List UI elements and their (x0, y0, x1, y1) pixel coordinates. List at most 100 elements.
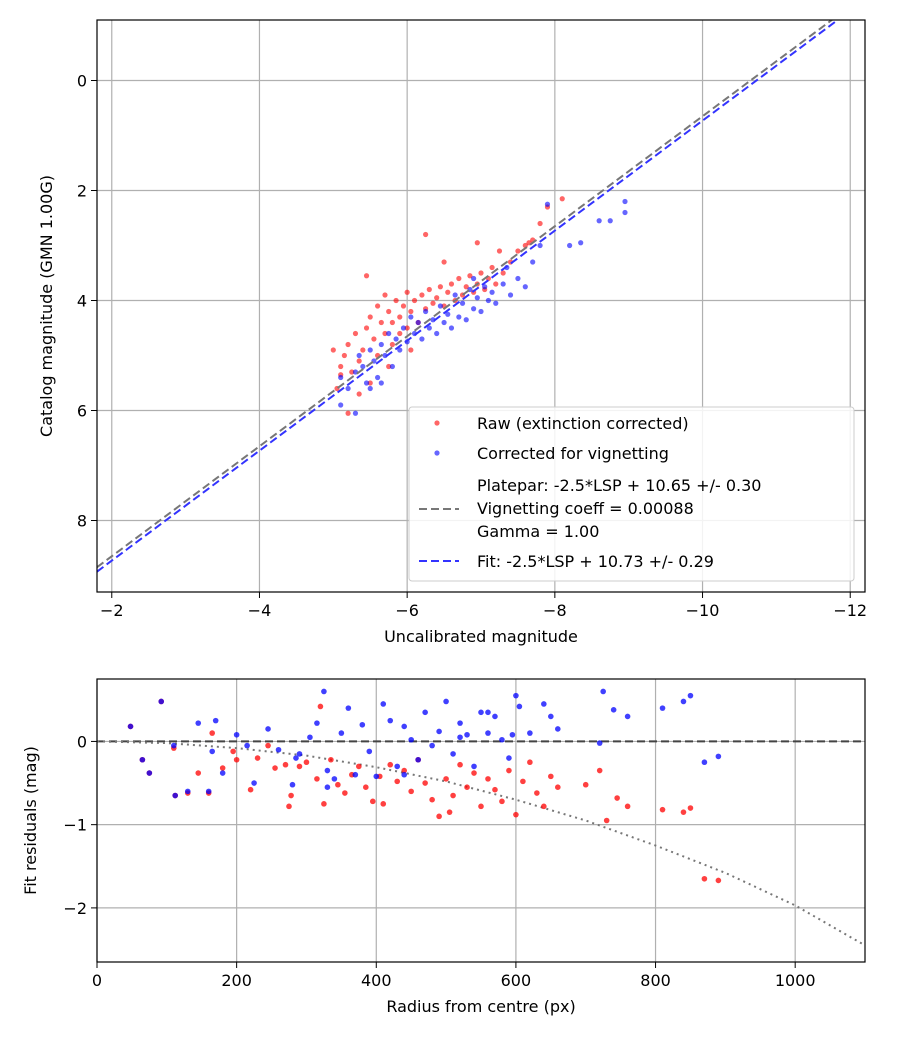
data-point (172, 792, 178, 799)
data-point (139, 756, 146, 763)
data-point (345, 341, 351, 348)
data-point (366, 748, 373, 755)
data-point (345, 705, 352, 711)
data-point (382, 330, 388, 337)
data-point (378, 380, 384, 386)
data-point (496, 248, 503, 254)
data-point (338, 730, 345, 736)
data-point (541, 701, 547, 707)
y-tick-label: 0 (77, 732, 87, 751)
x-tick-label: −4 (248, 601, 272, 620)
data-point (359, 721, 366, 728)
data-point (534, 790, 540, 796)
data-point (500, 270, 506, 276)
legend-box (408, 406, 855, 582)
data-point (527, 759, 533, 766)
data-point (555, 726, 561, 732)
y-tick-label: 2 (77, 182, 87, 201)
data-point (500, 281, 506, 287)
data-point (324, 784, 331, 791)
data-point (445, 289, 451, 295)
data-point (375, 303, 381, 309)
data-point (493, 281, 499, 287)
data-point (456, 275, 462, 282)
data-point (485, 709, 491, 716)
data-point (380, 801, 387, 807)
plot-area (97, 20, 840, 573)
data-point (603, 817, 610, 824)
data-point (624, 803, 631, 810)
legend: Raw (extinction corrected) Corrected for … (408, 406, 855, 582)
data-point (596, 740, 603, 746)
data-point (233, 756, 240, 763)
legend-label-raw: Raw (extinction corrected) (477, 414, 689, 433)
data-point (367, 385, 373, 392)
data-point (404, 289, 410, 295)
data-point (715, 877, 722, 884)
data-point (394, 763, 401, 770)
y-tick-label: 4 (77, 292, 87, 311)
plot-area (97, 688, 865, 947)
data-point (352, 410, 359, 416)
data-point (401, 723, 408, 730)
data-point (687, 805, 694, 811)
data-point (499, 736, 505, 743)
data-point (349, 369, 355, 375)
data-point (537, 220, 543, 227)
data-point (482, 284, 488, 290)
data-point (184, 788, 191, 795)
data-point (330, 347, 336, 353)
y-tick-label: 6 (77, 402, 87, 421)
data-point (342, 790, 348, 796)
data-point (345, 410, 351, 416)
data-point (244, 742, 250, 749)
data-point (393, 336, 399, 342)
data-point (450, 751, 456, 757)
plot-frame (96, 19, 866, 593)
data-point (352, 771, 359, 778)
data-point (314, 776, 320, 782)
x-tick-label: 400 (361, 971, 392, 990)
data-point (582, 781, 589, 788)
data-point (296, 751, 303, 757)
data-point (467, 273, 473, 279)
legend-marker-raw (434, 420, 440, 426)
data-point (400, 303, 407, 309)
data-point (394, 778, 401, 785)
data-point (459, 300, 466, 306)
data-point (230, 748, 236, 755)
data-point (389, 319, 395, 326)
data-point (360, 363, 366, 370)
data-point (389, 363, 395, 370)
data-point (371, 336, 377, 342)
data-point (489, 264, 495, 271)
data-point (171, 742, 177, 749)
data-point (499, 798, 505, 805)
plot-frame (96, 678, 866, 963)
data-point (471, 306, 477, 312)
data-point (195, 770, 202, 776)
data-point (314, 720, 320, 726)
data-point (408, 314, 414, 320)
data-point (415, 756, 421, 763)
data-point (293, 755, 299, 761)
data-point (265, 742, 271, 749)
x-tick-label: −10 (686, 601, 720, 620)
data-point (423, 308, 429, 315)
data-point (127, 723, 134, 730)
data-point (430, 300, 436, 306)
data-point (289, 781, 296, 788)
data-point (338, 363, 344, 370)
data-point (219, 770, 226, 776)
data-point (506, 755, 512, 761)
platepar-line (97, 20, 834, 569)
data-point (474, 240, 480, 246)
data-point (265, 726, 271, 732)
legend-label-platepar-2: Gamma = 1.00 (477, 522, 599, 541)
data-point (378, 319, 384, 326)
y-tick-label: −1 (63, 816, 87, 835)
y-axis-label: Catalog magnitude (GMN 1.00G) (37, 175, 56, 437)
data-point (378, 341, 384, 348)
x-axis-label: Radius from centre (px) (386, 997, 575, 1016)
